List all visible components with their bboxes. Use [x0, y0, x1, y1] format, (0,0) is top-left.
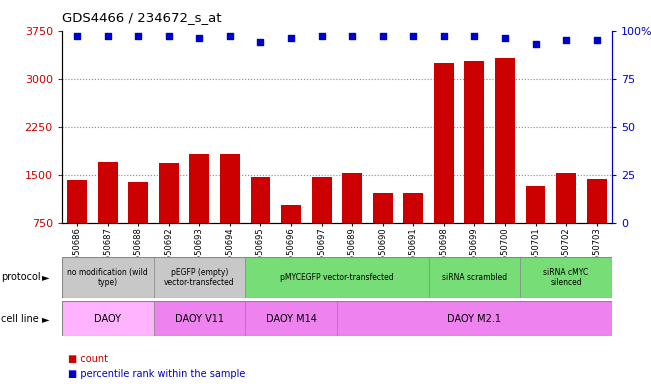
Bar — [342, 173, 362, 271]
Text: DAOY M14: DAOY M14 — [266, 314, 316, 324]
Bar — [281, 205, 301, 271]
Point — [133, 33, 143, 40]
Bar — [62, 257, 154, 298]
Bar — [434, 63, 454, 271]
Bar — [495, 58, 515, 271]
Text: ►: ► — [42, 272, 49, 283]
Bar — [62, 301, 154, 336]
Bar — [245, 301, 337, 336]
Point — [347, 33, 357, 40]
Text: DAOY M2.1: DAOY M2.1 — [447, 314, 501, 324]
Bar — [154, 257, 245, 298]
Point — [225, 33, 235, 40]
Point — [194, 35, 204, 41]
Text: protocol: protocol — [1, 272, 40, 283]
Bar — [128, 182, 148, 271]
Bar — [464, 61, 484, 271]
Bar — [245, 257, 428, 298]
Point — [316, 33, 327, 40]
Point — [378, 33, 388, 40]
Text: DAOY: DAOY — [94, 314, 121, 324]
Point — [469, 33, 480, 40]
Bar — [98, 162, 118, 271]
Text: siRNA scrambled: siRNA scrambled — [442, 273, 507, 282]
Bar — [520, 257, 612, 298]
Bar — [154, 301, 245, 336]
Text: pEGFP (empty)
vector-transfected: pEGFP (empty) vector-transfected — [164, 268, 234, 287]
Bar — [525, 186, 546, 271]
Text: pMYCEGFP vector-transfected: pMYCEGFP vector-transfected — [280, 273, 394, 282]
Point — [408, 33, 419, 40]
Point — [561, 37, 572, 43]
Text: ►: ► — [42, 314, 49, 324]
Bar — [556, 173, 576, 271]
Bar — [428, 257, 520, 298]
Bar — [251, 177, 270, 271]
Point — [500, 35, 510, 41]
Bar — [220, 154, 240, 271]
Bar — [587, 179, 607, 271]
Text: cell line: cell line — [1, 314, 38, 324]
Text: ■ percentile rank within the sample: ■ percentile rank within the sample — [68, 369, 245, 379]
Text: ■ count: ■ count — [68, 354, 108, 364]
Point — [163, 33, 174, 40]
Point — [255, 39, 266, 45]
Point — [592, 37, 602, 43]
Bar — [337, 301, 612, 336]
Text: no modification (wild
type): no modification (wild type) — [67, 268, 148, 287]
Bar — [67, 180, 87, 271]
Bar — [189, 154, 210, 271]
Text: DAOY V11: DAOY V11 — [175, 314, 224, 324]
Text: siRNA cMYC
silenced: siRNA cMYC silenced — [544, 268, 589, 287]
Bar — [404, 193, 423, 271]
Point — [102, 33, 113, 40]
Bar — [373, 193, 393, 271]
Point — [531, 41, 541, 47]
Text: GDS4466 / 234672_s_at: GDS4466 / 234672_s_at — [62, 12, 221, 25]
Bar — [159, 163, 179, 271]
Bar — [312, 177, 331, 271]
Point — [439, 33, 449, 40]
Point — [72, 33, 82, 40]
Point — [286, 35, 296, 41]
